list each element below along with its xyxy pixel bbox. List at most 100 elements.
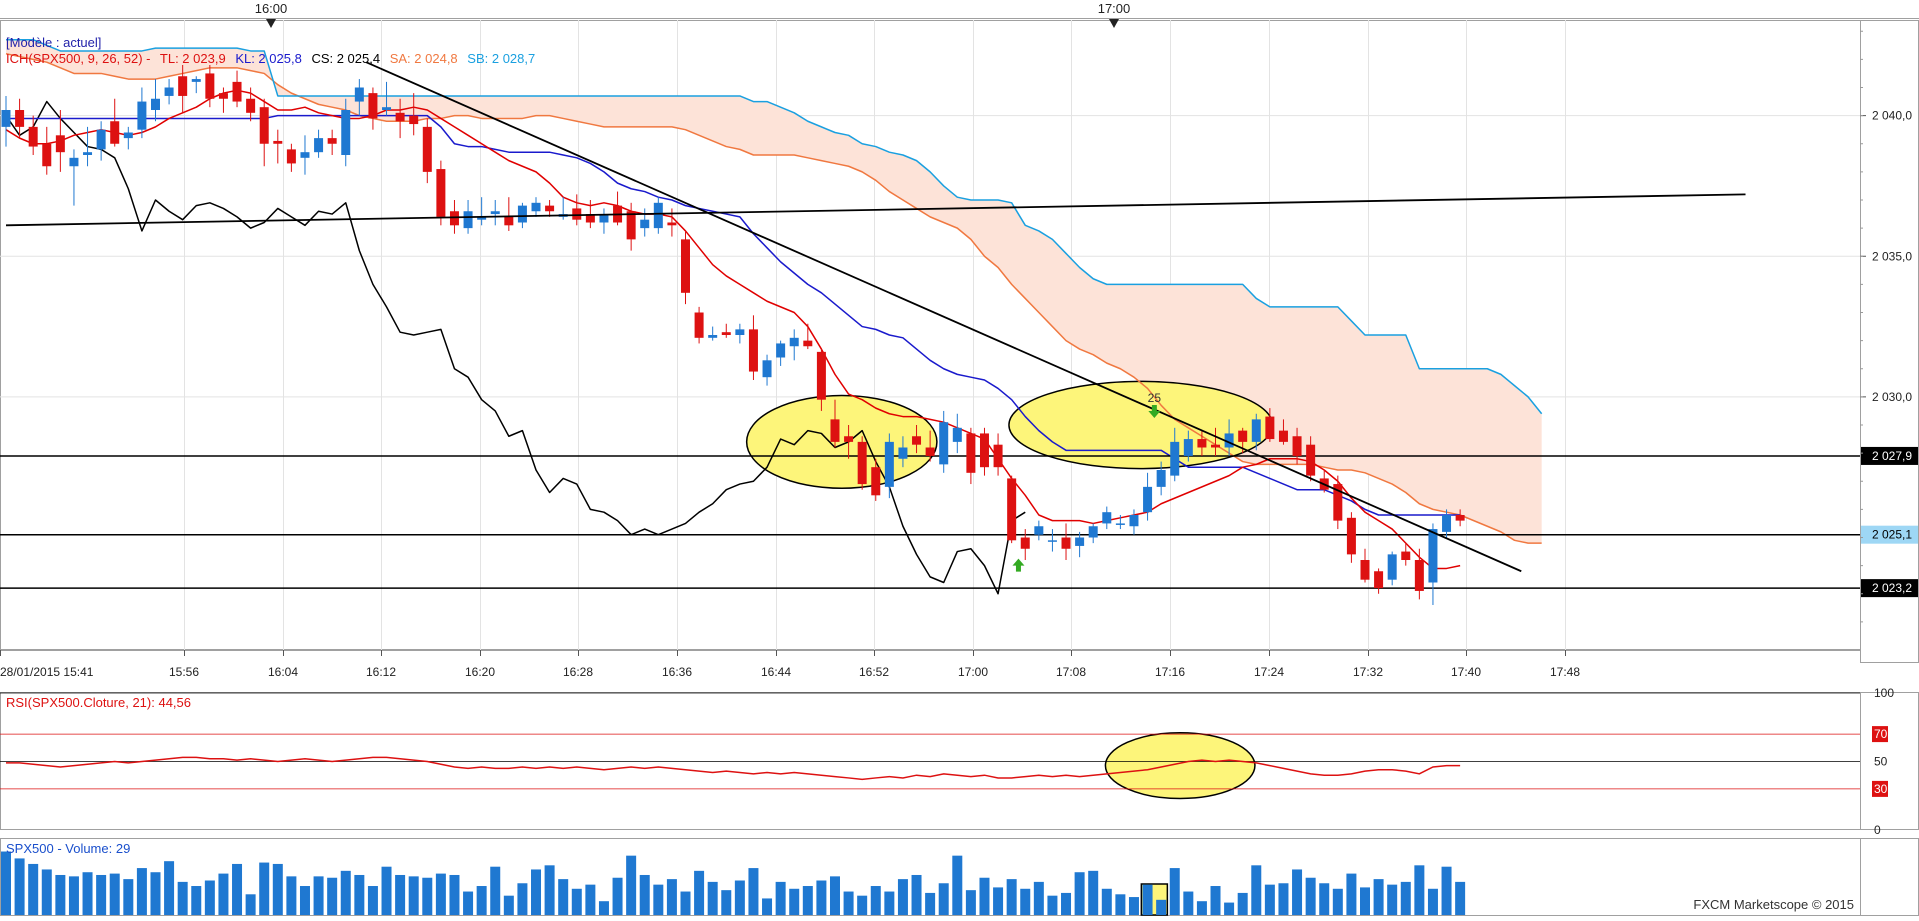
candle-body bbox=[1265, 416, 1275, 440]
volume-bar bbox=[762, 898, 773, 915]
rsi-axis-frame bbox=[1860, 692, 1919, 830]
candle-body bbox=[28, 126, 38, 147]
volume-bar bbox=[952, 855, 963, 915]
volume-bar bbox=[395, 874, 406, 915]
candle-body bbox=[1292, 436, 1302, 456]
candle-body bbox=[137, 101, 147, 130]
volume-bar bbox=[435, 873, 446, 915]
candle-body bbox=[314, 138, 324, 153]
volume-bar bbox=[1101, 888, 1112, 915]
candle-body bbox=[1374, 571, 1384, 589]
legend-sb: SB: 2 028,7 bbox=[467, 51, 535, 66]
candle-body bbox=[1455, 515, 1465, 521]
indicator-legend: ICH(SPX500, 9, 26, 52) - TL: 2 023,9 KL:… bbox=[6, 51, 535, 66]
rsi-axis-tag bbox=[1872, 726, 1888, 743]
trendline[interactable] bbox=[365, 61, 1522, 573]
candle-body bbox=[150, 98, 160, 110]
volume-bar bbox=[1441, 866, 1452, 915]
candle-body bbox=[830, 419, 840, 442]
volume-bar bbox=[1427, 888, 1438, 915]
volume-bar bbox=[1061, 892, 1072, 915]
volume-bar bbox=[367, 886, 378, 915]
price-panel-frame bbox=[0, 20, 1861, 650]
volume-bar bbox=[639, 874, 650, 915]
candle-body bbox=[1102, 512, 1112, 524]
volume-bar bbox=[680, 891, 691, 915]
volume-bar bbox=[82, 872, 93, 915]
top-marker-strip bbox=[0, 0, 1919, 18]
volume-bar bbox=[245, 894, 256, 915]
candle-body bbox=[123, 132, 133, 139]
candle-body bbox=[368, 93, 378, 119]
rsi-axis-label: 50 bbox=[1874, 755, 1888, 769]
candle-body bbox=[449, 211, 459, 226]
candle-body bbox=[504, 216, 514, 226]
volume-bar bbox=[14, 858, 25, 915]
volume-bar bbox=[1264, 884, 1275, 915]
volume-bar bbox=[938, 883, 949, 915]
trendline[interactable] bbox=[5, 193, 1746, 227]
candle-body bbox=[1034, 526, 1044, 535]
candle-body bbox=[803, 340, 813, 347]
volume-bar bbox=[177, 881, 188, 915]
candle-body bbox=[898, 447, 908, 459]
volume-bar bbox=[1169, 868, 1180, 915]
candle-body bbox=[300, 152, 310, 158]
time-tick-label: 28/01/2015 15:41 bbox=[0, 665, 94, 679]
volume-bar bbox=[1414, 865, 1425, 915]
candle-body bbox=[205, 73, 215, 99]
candle-body bbox=[409, 115, 419, 125]
price-tag bbox=[1861, 579, 1918, 598]
time-tick-label: 16:28 bbox=[563, 665, 593, 679]
price-tag-label: 2 025,1 bbox=[1872, 528, 1912, 542]
volume-bar bbox=[313, 876, 324, 915]
volume-bar bbox=[136, 868, 147, 915]
volume-bar bbox=[1196, 901, 1207, 915]
volume-bar bbox=[653, 884, 664, 915]
candle-body bbox=[545, 205, 555, 212]
volume-bar bbox=[870, 886, 881, 915]
volume-bar bbox=[109, 873, 120, 915]
volume-bar bbox=[1305, 877, 1316, 915]
candle-body bbox=[681, 239, 690, 293]
kijun-line bbox=[6, 114, 1461, 516]
legend-ich: ICH(SPX500, 9, 26, 52) - bbox=[6, 51, 151, 66]
time-tick-label: 15:56 bbox=[169, 665, 199, 679]
volume-bar bbox=[1074, 872, 1085, 915]
trendlines[interactable] bbox=[5, 61, 1746, 573]
candle-body bbox=[735, 329, 745, 335]
candle-body bbox=[708, 335, 718, 338]
legend-sa: SA: 2 024,8 bbox=[390, 51, 458, 66]
candle-body bbox=[110, 121, 120, 144]
price-tag bbox=[1861, 525, 1918, 544]
volume-bar bbox=[164, 861, 175, 915]
time-tick-label: 17:08 bbox=[1056, 665, 1086, 679]
candle-body bbox=[1442, 515, 1452, 532]
candle-body bbox=[762, 360, 772, 378]
candle-body bbox=[776, 343, 786, 358]
candle-body bbox=[1156, 470, 1166, 487]
volume-bar bbox=[993, 887, 1004, 915]
volume-bar bbox=[1292, 869, 1303, 915]
volume-bar bbox=[286, 876, 297, 915]
candle-body bbox=[1428, 529, 1438, 583]
volume-bar bbox=[802, 886, 813, 915]
candle-body bbox=[1401, 551, 1411, 560]
candle-body bbox=[748, 329, 758, 372]
volume-bar bbox=[503, 895, 514, 915]
candle-body bbox=[1143, 486, 1153, 513]
volume-bar bbox=[1183, 891, 1194, 915]
time-marker-triangle-icon bbox=[1109, 19, 1119, 28]
volume-bar bbox=[449, 874, 460, 915]
candle-body bbox=[884, 441, 894, 487]
volume-bar bbox=[734, 880, 745, 915]
volume-bar bbox=[843, 891, 854, 915]
volume-bar bbox=[829, 876, 840, 915]
candle-body bbox=[463, 211, 473, 229]
time-tick-label: 16:04 bbox=[268, 665, 298, 679]
volume-bar bbox=[897, 879, 908, 915]
signal-arrow-icon bbox=[1012, 558, 1025, 572]
candle-body bbox=[395, 112, 405, 122]
candle-body bbox=[15, 110, 25, 127]
